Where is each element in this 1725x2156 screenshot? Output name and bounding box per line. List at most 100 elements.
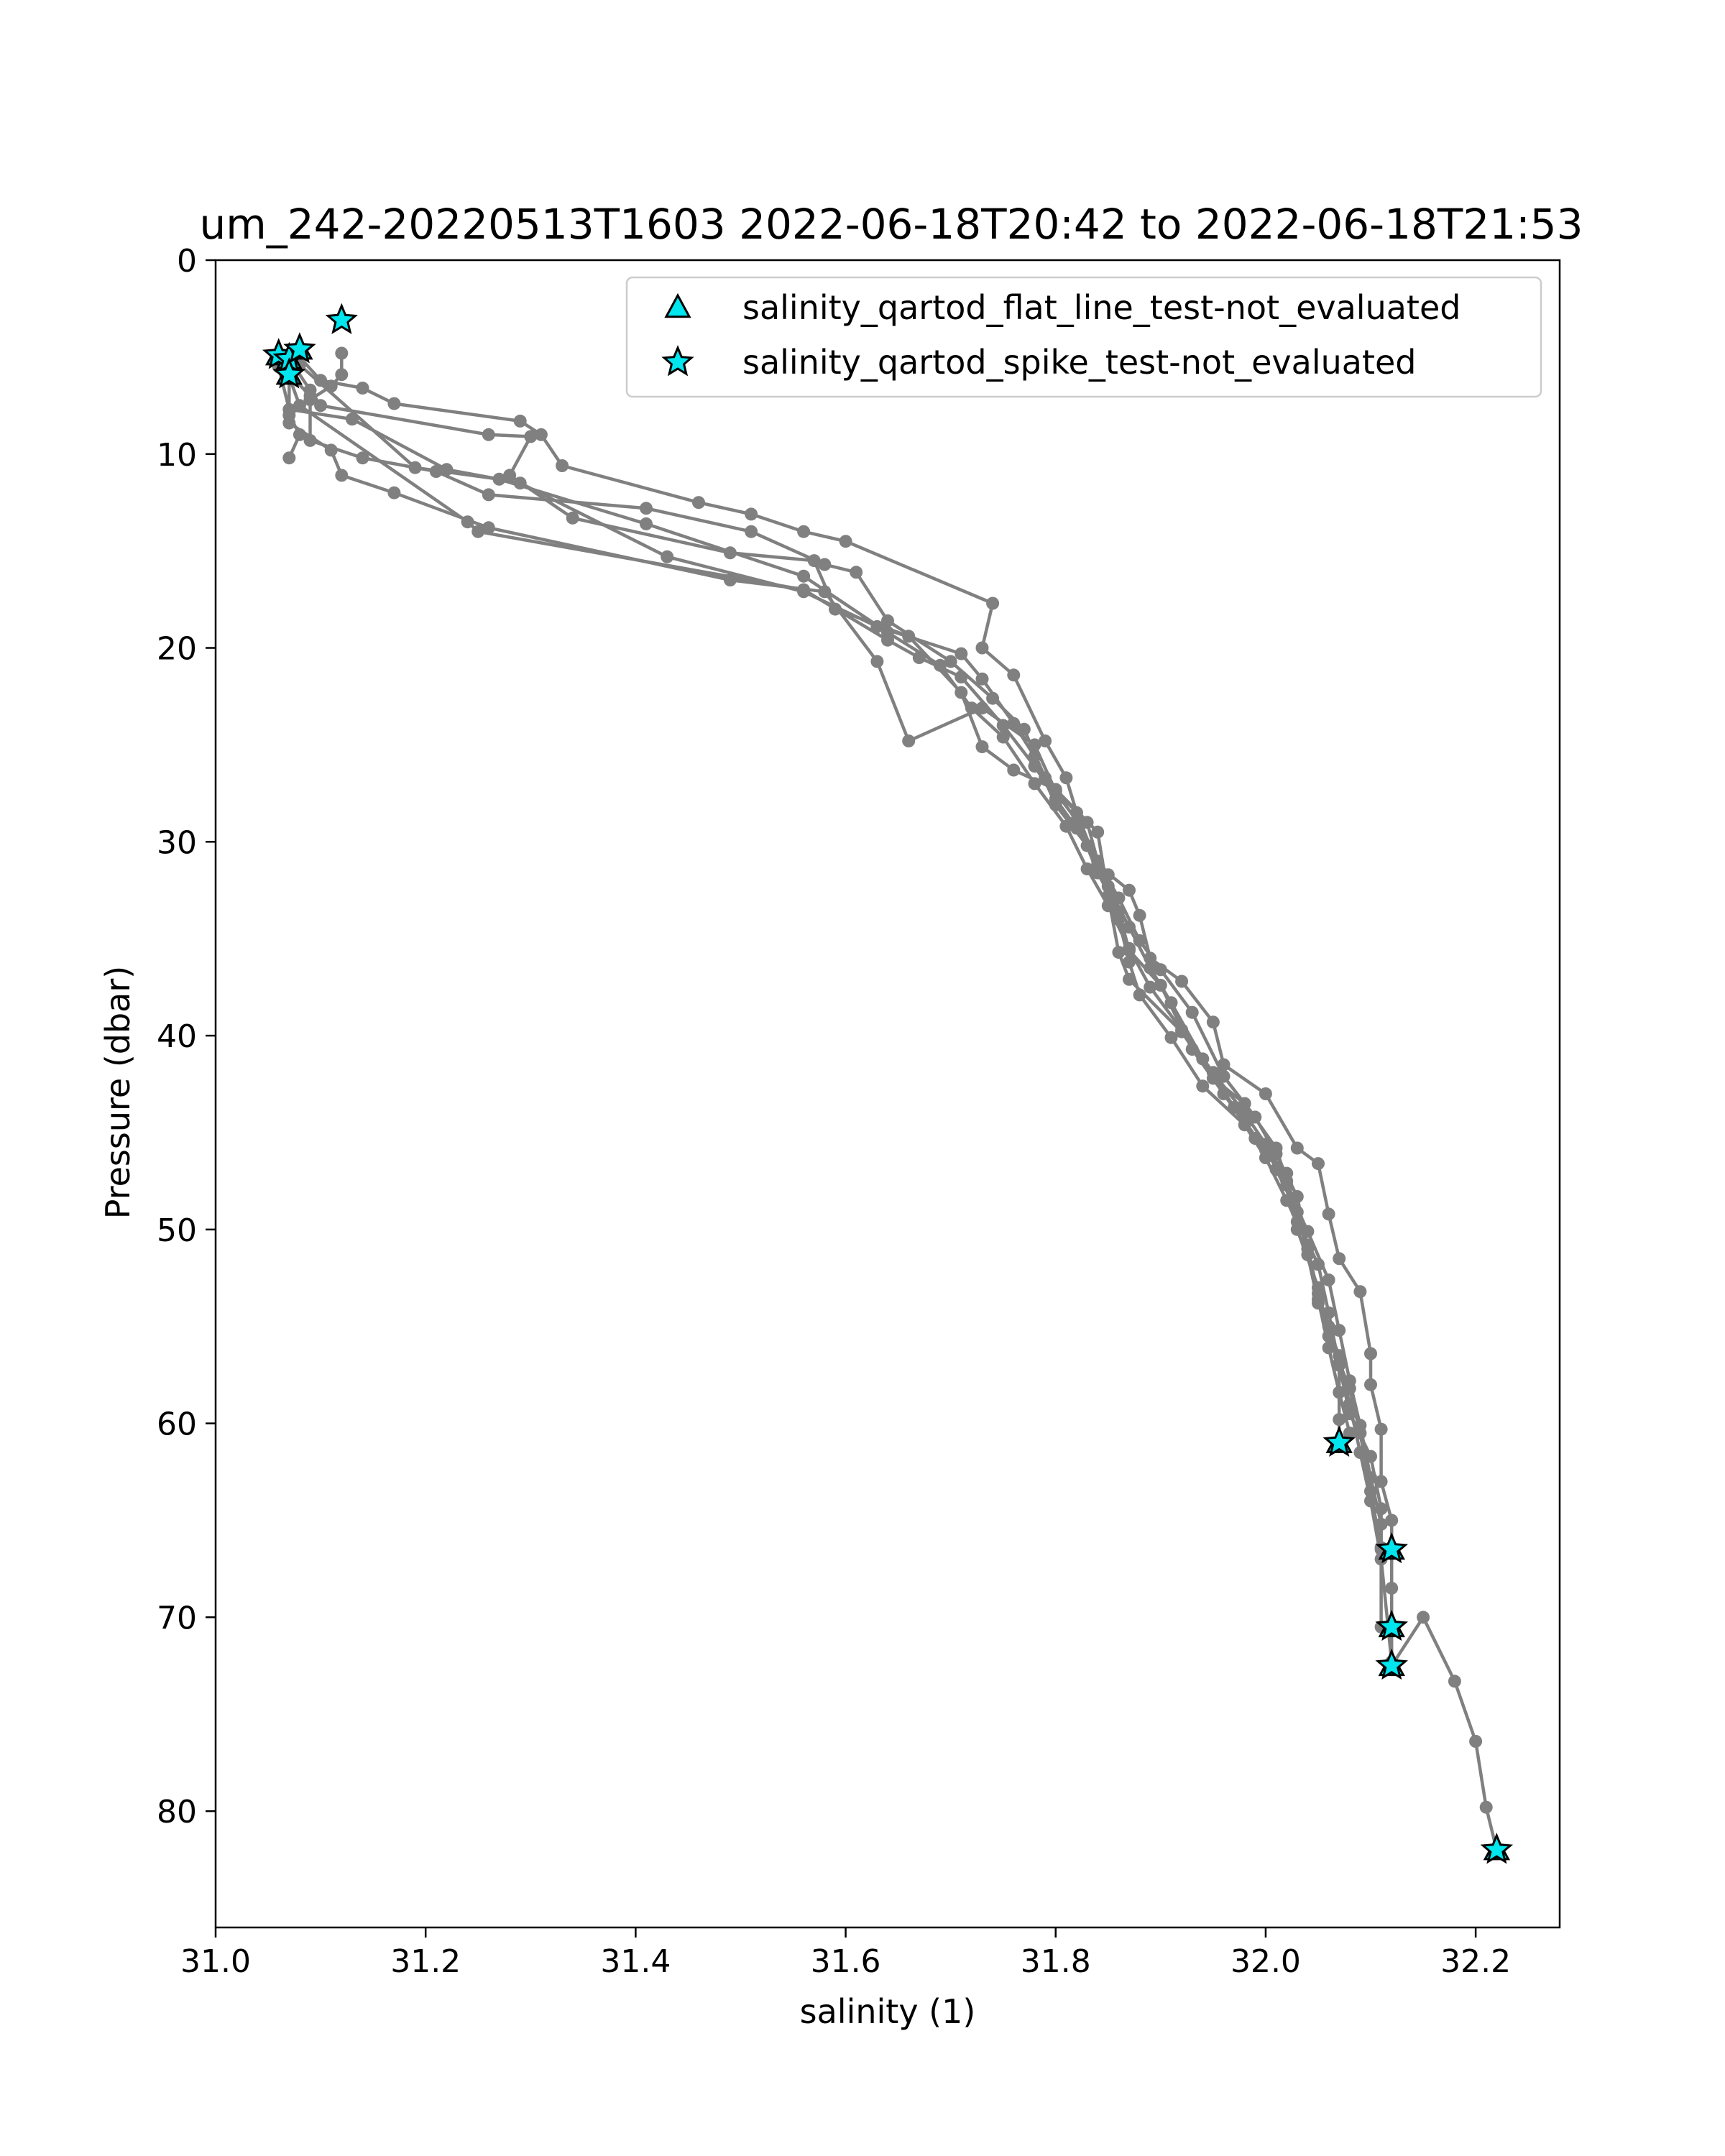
y-tick-label: 20 <box>157 631 197 668</box>
data-point <box>314 399 328 413</box>
data-point <box>324 443 338 457</box>
data-point <box>1312 1157 1325 1171</box>
legend-box <box>625 276 1542 398</box>
data-point <box>534 428 548 441</box>
data-point <box>282 408 296 422</box>
y-tick-label: 70 <box>157 1600 197 1636</box>
data-point <box>1039 734 1052 747</box>
data-point <box>556 459 569 472</box>
data-point <box>1469 1735 1483 1748</box>
data-point <box>1290 1141 1304 1155</box>
data-point <box>1123 883 1136 897</box>
data-point <box>1343 1427 1356 1440</box>
data-point <box>797 525 811 538</box>
data-point <box>954 671 968 683</box>
plot-area <box>272 346 1504 1857</box>
data-point <box>1144 980 1157 994</box>
spike-test-marker <box>1375 1609 1409 1641</box>
data-point <box>1364 1494 1377 1508</box>
data-point <box>356 451 369 465</box>
data-point <box>1175 975 1189 988</box>
data-point <box>661 550 674 563</box>
data-point <box>1059 771 1073 785</box>
data-point <box>513 414 527 428</box>
data-point <box>1353 1285 1367 1299</box>
y-tick-label: 10 <box>157 437 197 474</box>
data-point <box>996 719 1010 732</box>
data-point <box>902 734 916 747</box>
data-point <box>1080 816 1094 829</box>
data-point <box>1290 1190 1304 1203</box>
data-point <box>503 469 517 482</box>
data-point <box>1448 1674 1461 1688</box>
y-tick-label: 40 <box>157 1018 197 1055</box>
data-point <box>472 525 485 538</box>
spike-test-marker <box>272 357 306 389</box>
data-point <box>1333 1349 1346 1363</box>
data-point <box>1312 1296 1325 1310</box>
data-point <box>975 641 989 655</box>
y-tick-label: 0 <box>177 243 197 280</box>
plot-frame <box>214 259 1561 1929</box>
data-point <box>1374 1517 1388 1531</box>
data-point <box>745 507 758 521</box>
data-point <box>1248 1110 1262 1124</box>
marker-layer <box>262 303 1514 1864</box>
data-point <box>996 730 1010 744</box>
data-point <box>797 569 811 583</box>
data-point <box>293 428 306 441</box>
data-point <box>1206 1015 1220 1029</box>
data-point <box>1007 763 1021 777</box>
legend-items: salinity_qartod_flat_line_test-not_evalu… <box>661 288 1460 382</box>
data-point <box>482 488 495 502</box>
data-point <box>975 740 989 754</box>
data-point <box>1374 1422 1388 1436</box>
spike-test-marker <box>283 332 316 364</box>
data-point <box>356 382 369 395</box>
data-point <box>566 511 579 525</box>
data-point <box>1049 793 1062 806</box>
data-point <box>1479 1800 1493 1814</box>
data-point <box>1353 1446 1367 1460</box>
data-point <box>387 486 401 499</box>
data-point <box>1133 988 1146 1002</box>
data-point <box>1007 668 1021 682</box>
data-point <box>986 596 1000 610</box>
data-point <box>314 374 328 387</box>
x-tick-label: 31.0 <box>180 1943 251 1980</box>
x-tick-label: 31.2 <box>390 1943 461 1980</box>
data-point <box>640 502 653 515</box>
data-point <box>850 566 863 579</box>
data-point <box>1259 1138 1272 1151</box>
data-point <box>1133 908 1146 922</box>
data-point <box>1353 1419 1367 1432</box>
data-point <box>524 430 538 443</box>
data-point <box>461 515 474 529</box>
data-point <box>1144 961 1157 975</box>
data-point <box>640 517 653 530</box>
spike-test-marker <box>1375 1648 1409 1680</box>
x-tick-label: 31.6 <box>811 1943 881 1980</box>
data-point <box>745 525 758 538</box>
y-tick-label: 80 <box>157 1794 197 1830</box>
data-point <box>1269 1147 1283 1161</box>
data-point <box>1322 1273 1335 1286</box>
data-point <box>1091 825 1105 839</box>
data-point <box>954 647 968 660</box>
data-point <box>1101 899 1115 913</box>
data-point <box>1364 1347 1377 1360</box>
x-tick-label: 32.2 <box>1440 1943 1511 1980</box>
data-point <box>1238 1118 1251 1132</box>
y-axis-label: Pressure (dbar) <box>98 966 137 1219</box>
legend: salinity_qartod_flat_line_test-not_evalu… <box>625 276 1542 398</box>
data-point <box>482 428 495 441</box>
data-point <box>1417 1611 1430 1624</box>
data-point <box>975 672 989 686</box>
data-point <box>870 655 884 668</box>
data-point <box>1290 1205 1304 1219</box>
y-tick-label: 60 <box>157 1406 197 1443</box>
data-point <box>335 368 349 382</box>
legend-label: salinity_qartod_spike_test-not_evaluated <box>742 343 1416 382</box>
data-point <box>1059 819 1073 833</box>
data-point <box>797 583 811 596</box>
